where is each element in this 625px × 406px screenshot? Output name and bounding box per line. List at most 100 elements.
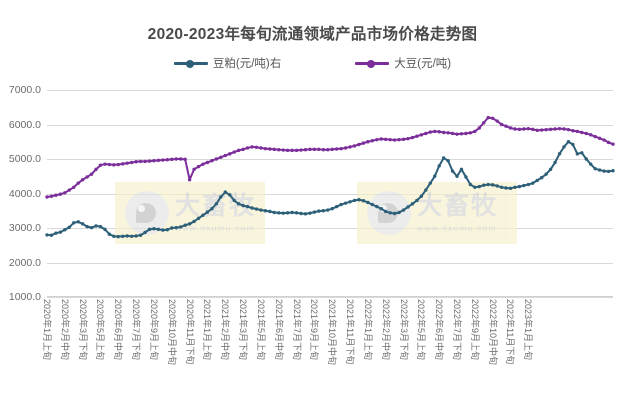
data-point bbox=[170, 226, 174, 230]
legend-marker-soymeal bbox=[173, 58, 208, 68]
data-point bbox=[272, 147, 276, 152]
x-axis-tick-label: 2022年6月中旬 bbox=[434, 299, 445, 361]
gridline bbox=[47, 90, 613, 91]
data-point bbox=[129, 234, 134, 238]
y-axis-tick-label: 1000.0 bbox=[8, 291, 41, 303]
x-axis-tick-label: 2023年1月上旬 bbox=[523, 299, 534, 361]
data-point bbox=[508, 186, 513, 191]
legend-item-soymeal[interactable]: 豆粕(元/吨)右 bbox=[173, 55, 282, 71]
data-point bbox=[116, 234, 121, 239]
data-point bbox=[464, 175, 468, 179]
data-point bbox=[562, 145, 566, 149]
data-point bbox=[72, 185, 76, 189]
data-point bbox=[241, 203, 245, 208]
data-point bbox=[54, 193, 58, 197]
data-point bbox=[299, 148, 303, 152]
data-point bbox=[531, 127, 535, 132]
data-point bbox=[156, 158, 161, 163]
gridline bbox=[47, 228, 613, 229]
data-point bbox=[580, 130, 584, 135]
gridline bbox=[47, 159, 613, 160]
data-point bbox=[531, 181, 535, 185]
data-point bbox=[254, 207, 259, 211]
data-point bbox=[58, 230, 63, 234]
data-point bbox=[285, 148, 290, 153]
data-point bbox=[312, 210, 317, 214]
data-point bbox=[348, 200, 352, 204]
data-point bbox=[76, 220, 80, 224]
data-point bbox=[152, 226, 156, 231]
data-point bbox=[473, 129, 477, 134]
data-point bbox=[508, 126, 513, 130]
data-point bbox=[401, 137, 406, 142]
data-point bbox=[410, 135, 415, 140]
data-point bbox=[116, 162, 121, 167]
data-point bbox=[437, 164, 441, 168]
data-point bbox=[589, 133, 593, 137]
data-point bbox=[361, 199, 366, 203]
legend-label-soybean: 大豆(元/吨) bbox=[394, 58, 452, 70]
data-point bbox=[232, 150, 236, 154]
data-point bbox=[58, 192, 63, 196]
legend-item-soybean[interactable]: 大豆(元/吨) bbox=[355, 55, 451, 71]
data-point bbox=[214, 157, 219, 161]
plot-area: 大畜牧 www.dxumu.com 大畜牧 www.dxumu.com bbox=[45, 90, 615, 298]
data-point bbox=[473, 185, 477, 189]
data-point bbox=[575, 152, 580, 156]
data-point bbox=[513, 127, 517, 131]
data-point bbox=[89, 225, 94, 230]
data-point bbox=[611, 142, 615, 146]
gridline bbox=[47, 124, 613, 126]
x-axis-tick-label: 2022年5月上旬 bbox=[416, 299, 427, 361]
data-point bbox=[361, 141, 366, 145]
x-axis-tick-label: 2020年11月下旬 bbox=[184, 299, 195, 365]
data-point bbox=[254, 145, 259, 149]
x-axis-line bbox=[47, 296, 613, 297]
data-point bbox=[366, 140, 370, 144]
data-point bbox=[205, 160, 210, 165]
data-point bbox=[539, 128, 544, 132]
data-point bbox=[103, 162, 107, 166]
data-point bbox=[415, 198, 419, 203]
data-point bbox=[428, 130, 432, 134]
data-point bbox=[370, 139, 375, 143]
data-point bbox=[263, 209, 268, 213]
data-point bbox=[388, 137, 392, 142]
data-point bbox=[80, 178, 85, 182]
data-point bbox=[450, 169, 455, 173]
data-point bbox=[486, 115, 490, 120]
data-point bbox=[477, 126, 481, 130]
data-point bbox=[584, 131, 588, 136]
data-point bbox=[597, 136, 602, 140]
data-point bbox=[468, 182, 473, 187]
data-point bbox=[548, 127, 553, 132]
legend-label-soymeal: 豆粕(元/吨)右 bbox=[212, 58, 282, 70]
data-point bbox=[343, 146, 348, 150]
data-point bbox=[196, 216, 201, 221]
data-point bbox=[339, 202, 343, 207]
x-axis-tick-label: 2020年2月中旬 bbox=[59, 299, 70, 361]
data-point bbox=[334, 147, 339, 151]
x-axis-tick-label: 2021年5月上旬 bbox=[255, 299, 266, 361]
data-point bbox=[490, 116, 495, 120]
x-axis-labels: 2020年1月上旬 2020年2月中旬 2020年3月下旬 2020年5月上旬 2020… bbox=[0, 299, 625, 404]
x-axis-tick-label: 2020年3月下旬 bbox=[77, 299, 88, 361]
watermark-logo-icon bbox=[125, 191, 169, 235]
data-point bbox=[410, 202, 415, 206]
data-point bbox=[562, 127, 566, 131]
data-point bbox=[294, 211, 299, 215]
data-point bbox=[312, 147, 317, 152]
data-point bbox=[370, 202, 375, 207]
x-axis-tick-label: 2022年3月下旬 bbox=[398, 299, 409, 361]
data-point bbox=[433, 129, 437, 134]
y-axis-tick-label: 5000.0 bbox=[8, 153, 41, 165]
data-point bbox=[575, 129, 580, 134]
x-axis-tick-label: 2020年9月上旬 bbox=[148, 299, 159, 361]
data-point bbox=[566, 127, 571, 132]
x-axis-tick-label: 2020年10月中旬 bbox=[166, 299, 177, 366]
watermark-logo-icon bbox=[367, 191, 411, 235]
data-point bbox=[504, 186, 508, 190]
data-point bbox=[165, 157, 170, 162]
data-point bbox=[330, 206, 334, 211]
data-point bbox=[308, 147, 312, 152]
